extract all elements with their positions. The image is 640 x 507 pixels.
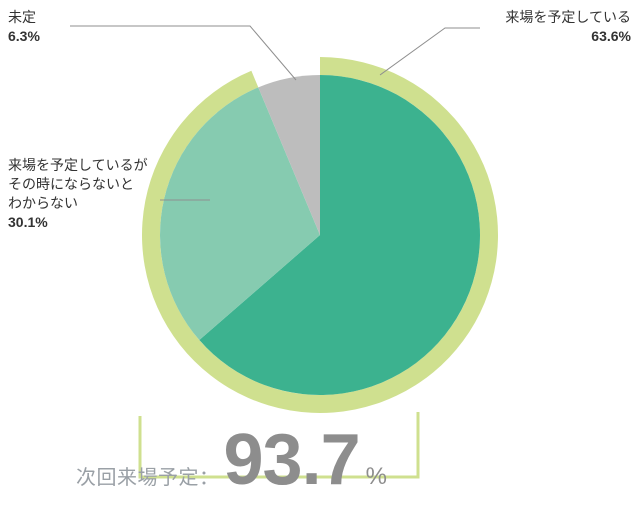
summary-value: 93.7 [224,424,360,496]
label-plan-cond-pct: 30.1% [8,214,48,230]
label-plan-cond: 来場を予定しているが その時にならないと わからない 30.1% [8,156,148,232]
label-undecided: 未定 6.3% [8,8,40,46]
chart-stage: 来場を予定している 63.6% 来場を予定しているが その時にならないと わから… [0,0,640,507]
summary-lead: 次回来場予定： [76,461,220,490]
label-plan-yes-pct: 63.6% [591,28,631,44]
leader-undecided [70,26,296,80]
summary: 次回来場予定： 93.7 % [76,424,387,496]
label-undecided-pct: 6.3% [8,28,40,44]
label-plan-yes: 来場を予定している 63.6% [505,8,631,46]
leader-plan_yes [380,28,480,75]
label-plan-yes-text: 来場を予定している [505,9,631,25]
summary-unit: % [366,463,387,491]
label-undecided-text: 未定 [8,9,36,25]
label-plan-cond-text: 来場を予定しているが その時にならないと わからない [8,157,148,211]
